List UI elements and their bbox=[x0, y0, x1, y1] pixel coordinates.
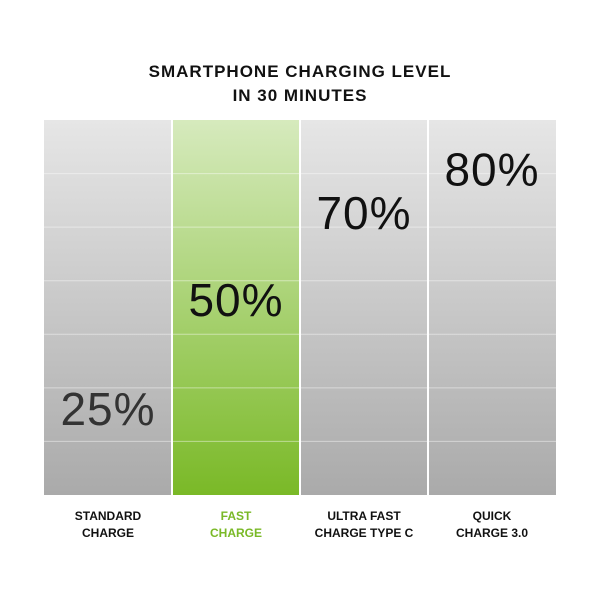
category-label: QUICK CHARGE 3.0 bbox=[455, 509, 529, 540]
category-label: FAST CHARGE bbox=[209, 509, 262, 540]
category-label: STANDARD CHARGE bbox=[74, 509, 142, 540]
column bbox=[44, 120, 172, 495]
column bbox=[300, 120, 428, 495]
category-label: ULTRA FAST CHARGE TYPE C bbox=[314, 509, 414, 540]
chart-title: SMARTPHONE CHARGING LEVEL IN 30 MINUTES bbox=[148, 62, 452, 105]
value-label: 70% bbox=[316, 187, 411, 239]
value-label: 50% bbox=[188, 274, 283, 326]
column bbox=[172, 120, 300, 495]
value-label: 25% bbox=[60, 383, 155, 435]
column bbox=[428, 120, 556, 495]
value-label: 80% bbox=[444, 143, 539, 195]
